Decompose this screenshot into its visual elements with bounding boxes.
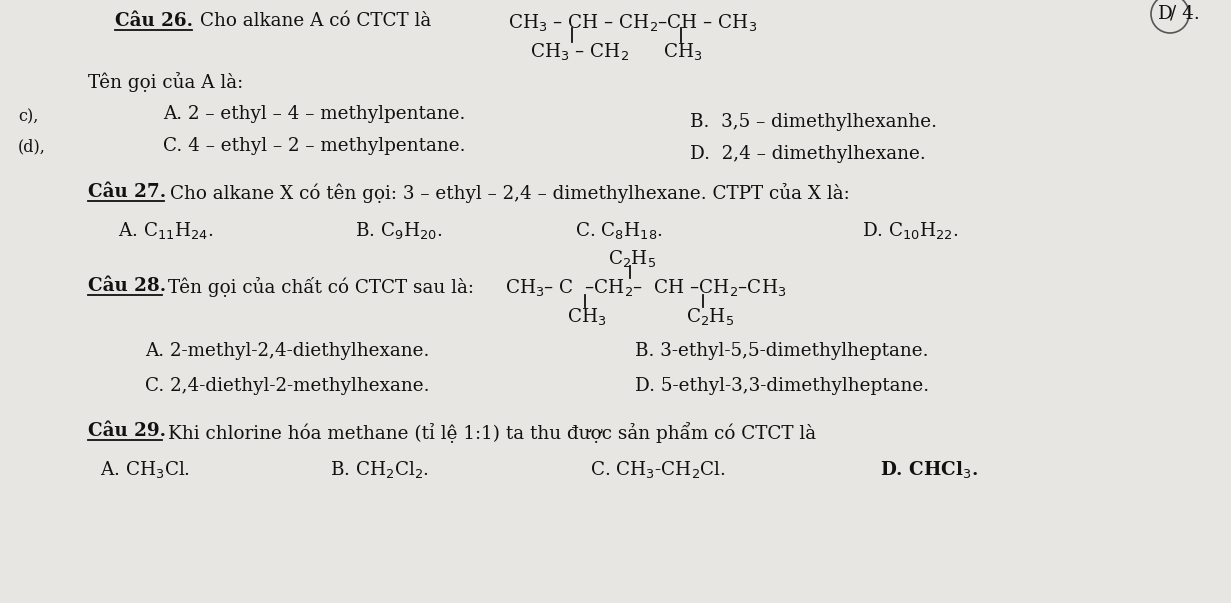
Text: Câu 29.: Câu 29. [87, 422, 166, 440]
Text: Câu 28.: Câu 28. [87, 277, 166, 295]
Text: CH$_3$– C  –CH$_2$–  CH –CH$_2$–CH$_3$: CH$_3$– C –CH$_2$– CH –CH$_2$–CH$_3$ [505, 277, 787, 298]
Text: C$_2$H$_5$: C$_2$H$_5$ [608, 248, 656, 269]
Text: B. CH$_2$Cl$_2$.: B. CH$_2$Cl$_2$. [330, 459, 430, 480]
Text: C. 2,4-diethyl-2-methylhexane.: C. 2,4-diethyl-2-methylhexane. [145, 377, 430, 395]
Text: Tên gọi của A là:: Tên gọi của A là: [87, 72, 244, 92]
Text: A. C$_{11}$H$_{24}$.: A. C$_{11}$H$_{24}$. [118, 220, 213, 241]
Text: CH$_3$ – CH$_2$: CH$_3$ – CH$_2$ [531, 41, 629, 62]
Text: Câu 27.: Câu 27. [87, 183, 166, 201]
Text: B. C$_9$H$_{20}$.: B. C$_9$H$_{20}$. [355, 220, 442, 241]
Text: CH$_3$ – CH – CH$_2$–CH – CH$_3$: CH$_3$ – CH – CH$_2$–CH – CH$_3$ [508, 12, 757, 33]
Text: D: D [1158, 5, 1173, 23]
Text: (d),: (d), [18, 138, 46, 155]
Text: D.  2,4 – dimethylhexane.: D. 2,4 – dimethylhexane. [691, 145, 926, 163]
Text: Cho alkane A có CTCT là: Cho alkane A có CTCT là [199, 12, 431, 30]
Text: C. CH$_3$-CH$_2$Cl.: C. CH$_3$-CH$_2$Cl. [590, 459, 726, 480]
Text: C. 4 – ethyl – 2 – methylpentane.: C. 4 – ethyl – 2 – methylpentane. [162, 137, 465, 155]
Text: D. CHCl$_3$.: D. CHCl$_3$. [880, 459, 979, 480]
Text: A. 2-methyl-2,4-diethylhexane.: A. 2-methyl-2,4-diethylhexane. [145, 342, 430, 360]
Text: C$_2$H$_5$: C$_2$H$_5$ [686, 306, 734, 327]
Text: CH$_3$: CH$_3$ [664, 41, 703, 62]
Text: Tên gọi của chất có CTCT sau là:: Tên gọi của chất có CTCT sau là: [167, 277, 474, 297]
Text: CH$_3$: CH$_3$ [567, 306, 607, 327]
Text: A. 2 – ethyl – 4 – methylpentane.: A. 2 – ethyl – 4 – methylpentane. [162, 105, 465, 123]
Text: D. 5-ethyl-3,3-dimethylheptane.: D. 5-ethyl-3,3-dimethylheptane. [635, 377, 929, 395]
Text: Khi chlorine hóa methane (tỉ lệ 1:1) ta thu được sản phẩm có CTCT là: Khi chlorine hóa methane (tỉ lệ 1:1) ta … [167, 422, 816, 443]
Text: Câu 26.: Câu 26. [114, 12, 193, 30]
Text: Cho alkane X có tên gọi: 3 – ethyl – 2,4 – dimethylhexane. CTPT của X là:: Cho alkane X có tên gọi: 3 – ethyl – 2,4… [170, 183, 849, 203]
Text: / 4.: / 4. [1169, 5, 1200, 23]
Text: A. CH$_3$Cl.: A. CH$_3$Cl. [100, 459, 190, 480]
Text: B.  3,5 – dimethylhexanhe.: B. 3,5 – dimethylhexanhe. [691, 113, 937, 131]
Text: B. 3-ethyl-5,5-dimethylheptane.: B. 3-ethyl-5,5-dimethylheptane. [635, 342, 928, 360]
Text: c),: c), [18, 108, 38, 125]
Text: C. C$_8$H$_{18}$.: C. C$_8$H$_{18}$. [575, 220, 662, 241]
Text: D. C$_{10}$H$_{22}$.: D. C$_{10}$H$_{22}$. [862, 220, 959, 241]
